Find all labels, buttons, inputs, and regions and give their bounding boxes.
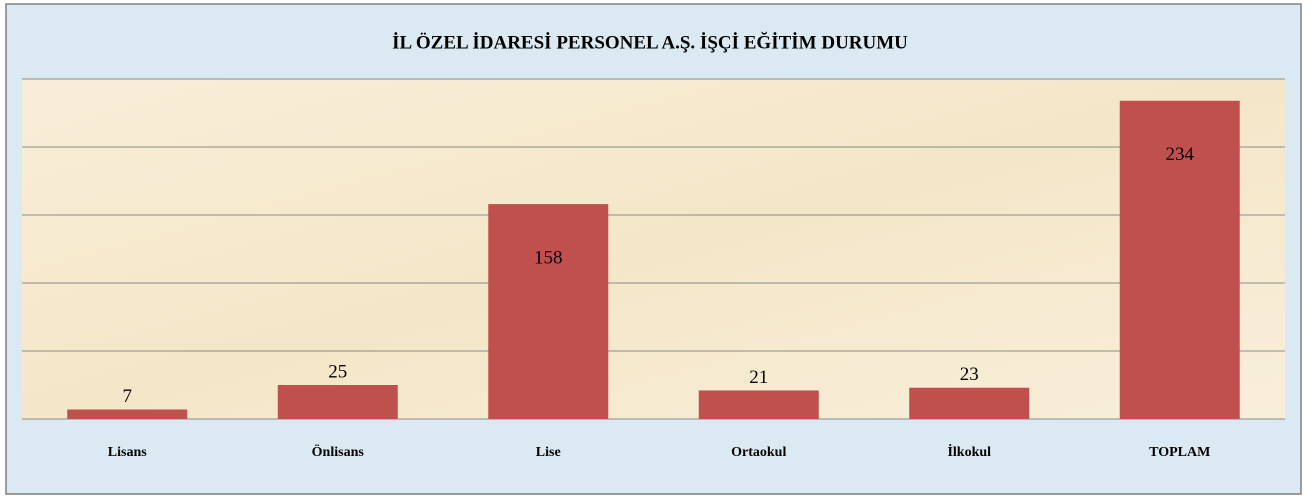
x-tick-label: Lise	[536, 445, 561, 460]
data-label: 234	[1166, 144, 1195, 165]
data-label: 21	[749, 367, 768, 388]
bar	[698, 390, 819, 419]
x-tick-label: Ortaokul	[731, 445, 786, 460]
data-label: 7	[123, 386, 133, 407]
plot-area	[22, 79, 1285, 419]
x-tick-label: Önlisans	[312, 443, 365, 460]
data-label: 25	[328, 361, 347, 382]
chart-title: İL ÖZEL İDARESİ PERSONEL A.Ş. İŞÇİ EĞİTİ…	[392, 31, 908, 53]
bar	[1119, 100, 1240, 419]
data-label: 158	[534, 247, 563, 268]
bar	[67, 409, 188, 419]
x-tick-label: İlkokul	[947, 443, 991, 460]
bar	[909, 387, 1030, 419]
bar	[488, 204, 609, 419]
x-tick-label: Lisans	[108, 445, 147, 460]
data-label: 23	[960, 364, 979, 385]
x-tick-label: TOPLAM	[1149, 445, 1210, 460]
bar	[277, 385, 398, 419]
